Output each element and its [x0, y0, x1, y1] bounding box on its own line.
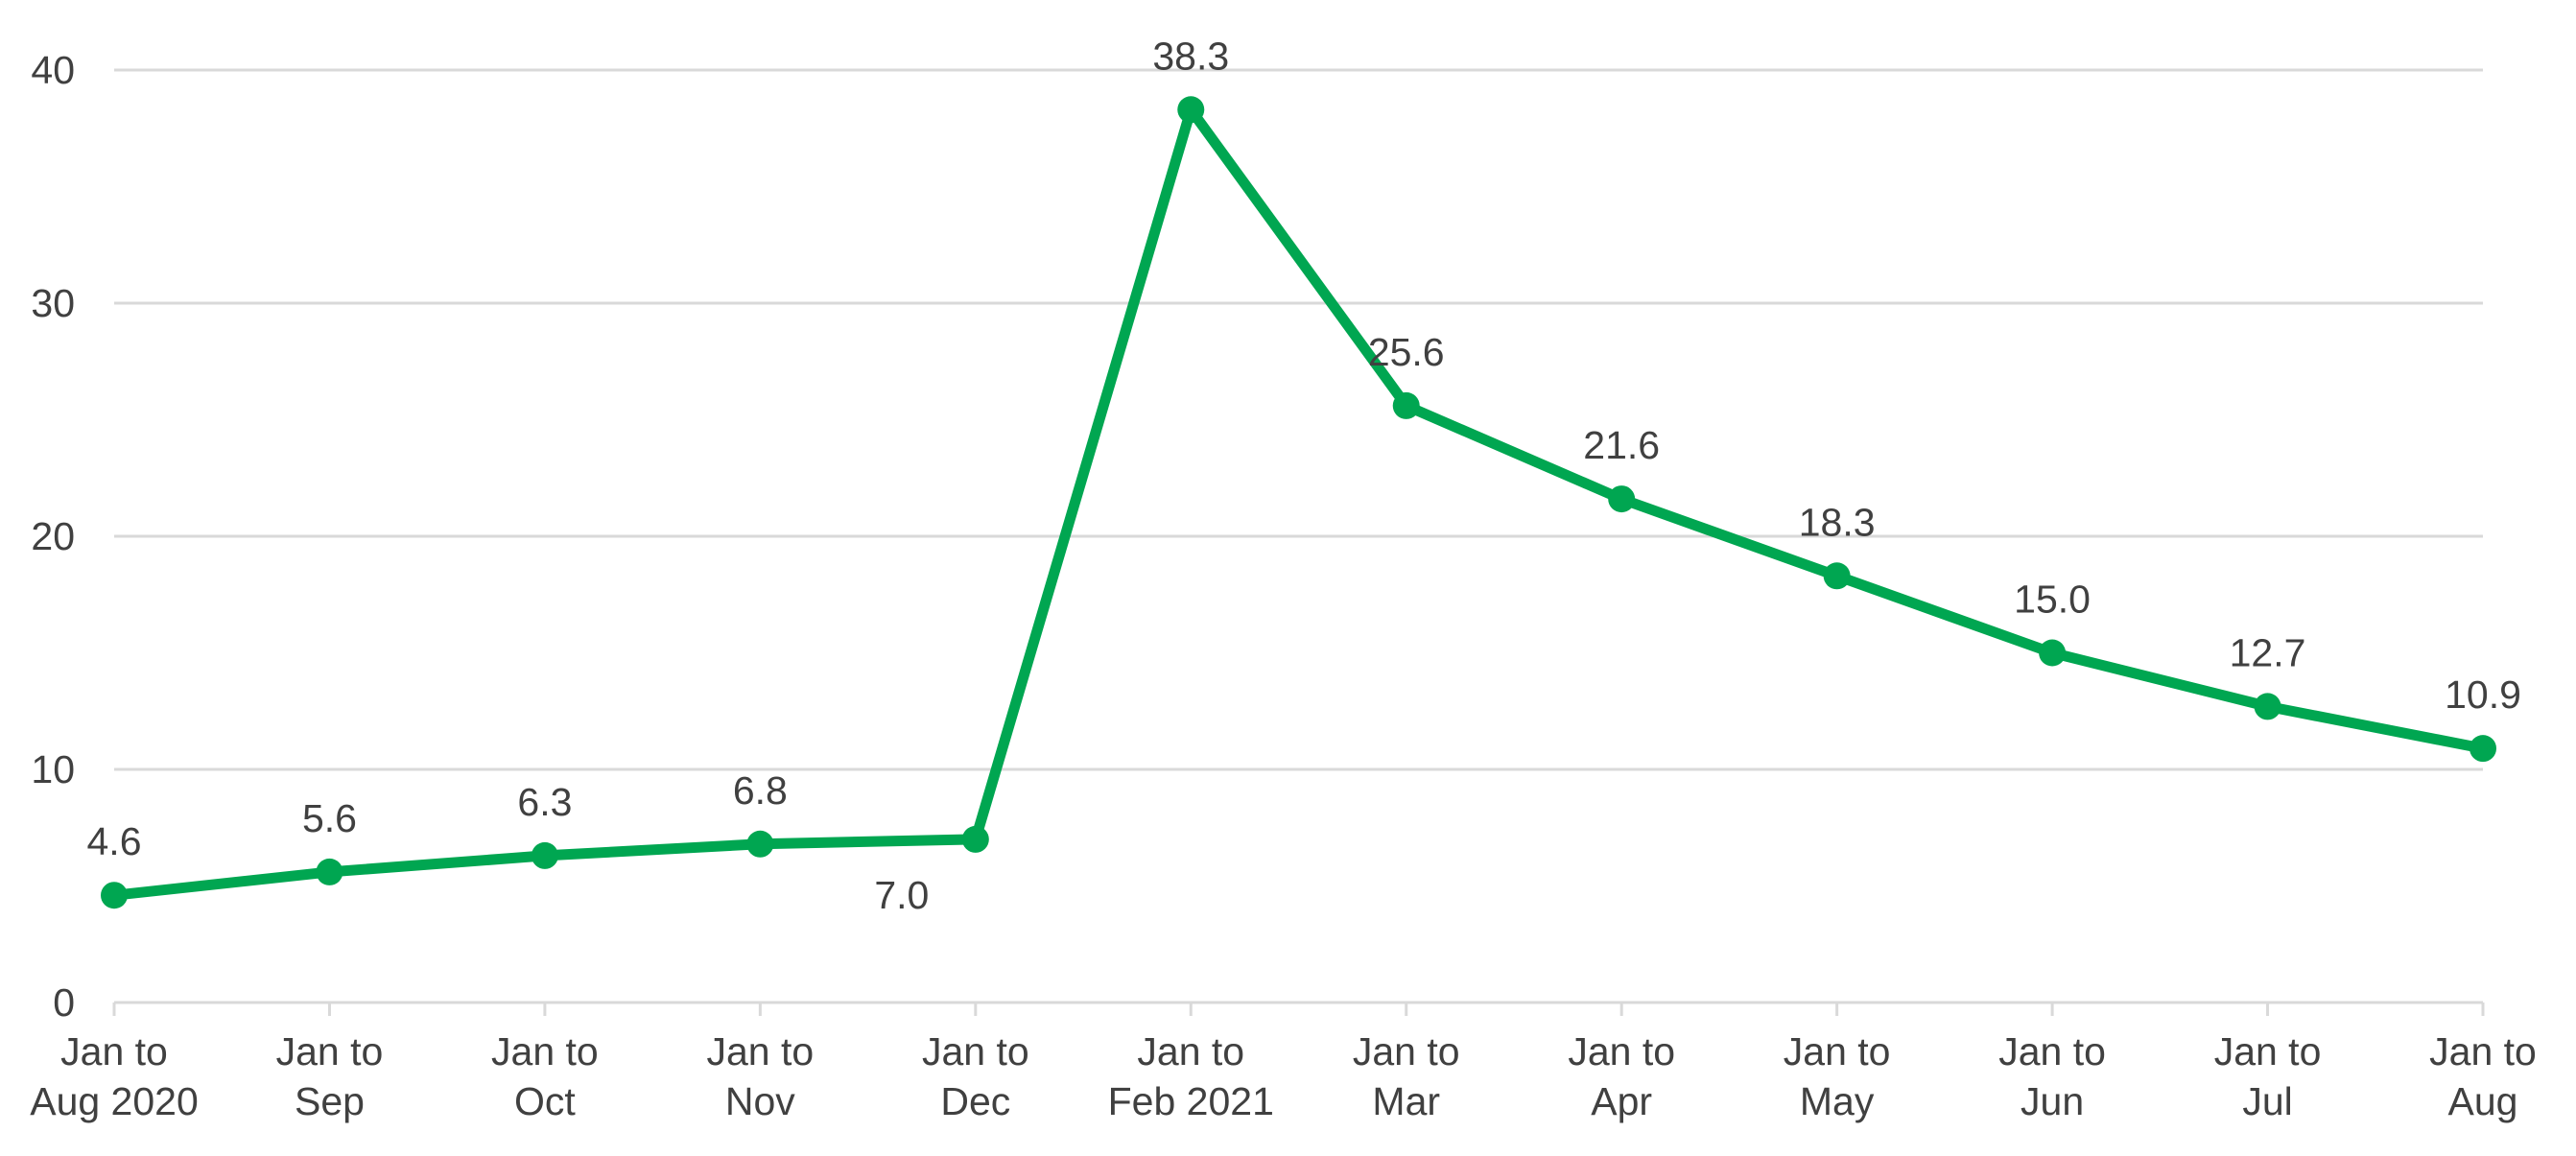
x-axis-tick-labels: Jan to Aug 2020 Jan to Sep Jan to Oct Jan to No…: [30, 1029, 2537, 1123]
data-label: 21.6: [1583, 423, 1660, 467]
data-point: [746, 830, 774, 858]
data-label: 18.3: [1799, 500, 1876, 544]
data-label: 25.6: [1368, 330, 1445, 374]
gridlines: [114, 68, 2483, 771]
data-label: 15.0: [2014, 578, 2091, 622]
x-tick-label: Jan to Mar: [1353, 1029, 1460, 1123]
x-axis: [112, 1001, 2485, 1016]
data-point: [1823, 562, 1851, 590]
data-point: [1608, 485, 1636, 513]
data-point: [2470, 735, 2496, 763]
x-tick-label: Jan to Feb 2021: [1108, 1029, 1274, 1123]
x-tick-label: Jan to Apr: [1568, 1029, 1675, 1123]
data-label: 4.6: [87, 819, 142, 863]
y-tick-label-0: 0: [53, 980, 75, 1025]
y-axis-tick-labels: 0 10 20 30 40: [31, 48, 75, 1025]
data-label: 12.7: [2230, 630, 2306, 674]
y-tick-label-30: 30: [31, 281, 75, 325]
y-tick-label-40: 40: [31, 48, 75, 92]
series-group: [101, 96, 2496, 909]
data-label: 10.9: [2445, 672, 2521, 717]
x-tick-label: Jan to Jul: [2214, 1029, 2322, 1123]
y-tick-label-10: 10: [31, 747, 75, 791]
data-point: [1392, 391, 1420, 419]
data-point: [316, 858, 343, 885]
series-line: [108, 104, 2489, 901]
x-tick-label: Jan to Sep: [276, 1029, 384, 1123]
x-tick-label: Jan to Aug 2020: [30, 1029, 199, 1123]
data-label: 6.3: [517, 780, 572, 824]
x-tick-label: Jan to Oct: [491, 1029, 599, 1123]
data-point: [961, 825, 989, 853]
data-label: 7.0: [874, 873, 929, 917]
data-point: [2039, 639, 2067, 667]
data-label: 6.8: [733, 768, 788, 813]
data-point: [1177, 96, 1205, 124]
x-tick-label: Jan to Nov: [707, 1029, 815, 1123]
data-labels: 4.6 5.6 6.3 6.8 7.0 38.3 25.6 21.6 18.3 15.0 12.7 1…: [87, 34, 2521, 917]
x-tick-label: Jan to Aug: [2429, 1029, 2537, 1123]
x-tick-label: Jan to Dec: [922, 1029, 1029, 1123]
data-label: 5.6: [302, 796, 357, 840]
y-tick-label-20: 20: [31, 514, 75, 558]
x-tick-label: Jan to May: [1784, 1029, 1891, 1123]
data-point: [531, 841, 558, 869]
data-point: [2254, 693, 2281, 720]
x-tick-label: Jan to Jun: [1998, 1029, 2106, 1123]
data-label: 38.3: [1152, 34, 1229, 78]
data-point: [101, 882, 128, 909]
